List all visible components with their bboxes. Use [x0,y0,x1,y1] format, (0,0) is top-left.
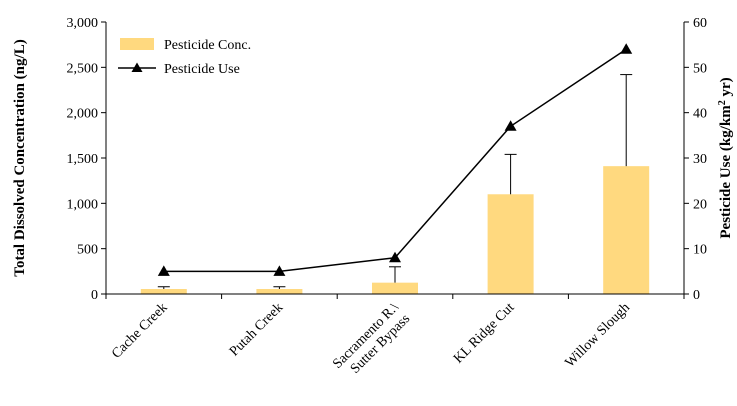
legend-line-label: Pesticide Use [164,62,240,77]
y2-tick-label: 20 [693,197,707,212]
y2-tick-label: 50 [693,61,707,76]
line-marker [157,265,170,276]
x-tick-label: Cache Creek [109,300,170,361]
y-tick-label: 2,500 [67,61,99,76]
y2-tick-label: 30 [693,152,707,167]
legend: Pesticide Conc. Pesticide Use [118,38,251,77]
legend-bar-swatch [120,38,154,50]
y2-axis-title-part2: yr) [718,77,734,100]
line-marker [504,120,517,131]
y2-axis-title-part1: Pesticide Use (kg/km [718,105,734,239]
y-tick-label: 1,500 [67,152,99,167]
line-marker [273,265,286,276]
x-tick-label: KL Ridge Cut [451,300,517,366]
y2-axis-title: Pesticide Use (kg/km2 yr) [717,77,735,238]
y2-tick-label: 40 [693,107,707,122]
x-tick-label-line: Cache Creek [109,300,170,361]
y-tick-label: 1,000 [67,197,99,212]
legend-bar-label: Pesticide Conc. [164,38,251,53]
legend-triangle-marker [131,62,143,72]
x-tick-label: Willow Slough [563,300,633,370]
y2-tick-label: 10 [693,243,707,258]
x-tick-label: Putah Creek [227,300,286,359]
line-marker [620,43,633,54]
x-tick-label-line: Willow Slough [563,300,633,370]
line-marker [389,251,401,263]
bar [487,194,534,294]
y2-tick-label: 0 [693,288,700,303]
y-tick-label: 500 [77,243,98,258]
x-tick-label-line: Putah Creek [227,300,286,359]
bar [140,289,187,294]
y-tick-label: 3,000 [67,16,99,31]
y2-tick-label: 60 [693,16,707,31]
bar [256,289,303,294]
line-series [163,48,627,273]
plot-area: 0 500 1,000 1,500 2,000 2,500 3,000 0 10 20 30 40 50… [67,16,708,383]
x-tick-label: Sacramento R.\Sutter Bypass [330,300,413,383]
x-tick-label-line: KL Ridge Cut [451,300,517,366]
bar [603,166,650,294]
y-axis-title: Total Dissolved Concentration (ng/L) [12,39,28,276]
y-tick-label: 2,000 [67,107,99,122]
y-tick-label: 0 [91,288,98,303]
y2-axis-title-superscript: 2 [717,100,728,105]
bar [372,282,418,294]
